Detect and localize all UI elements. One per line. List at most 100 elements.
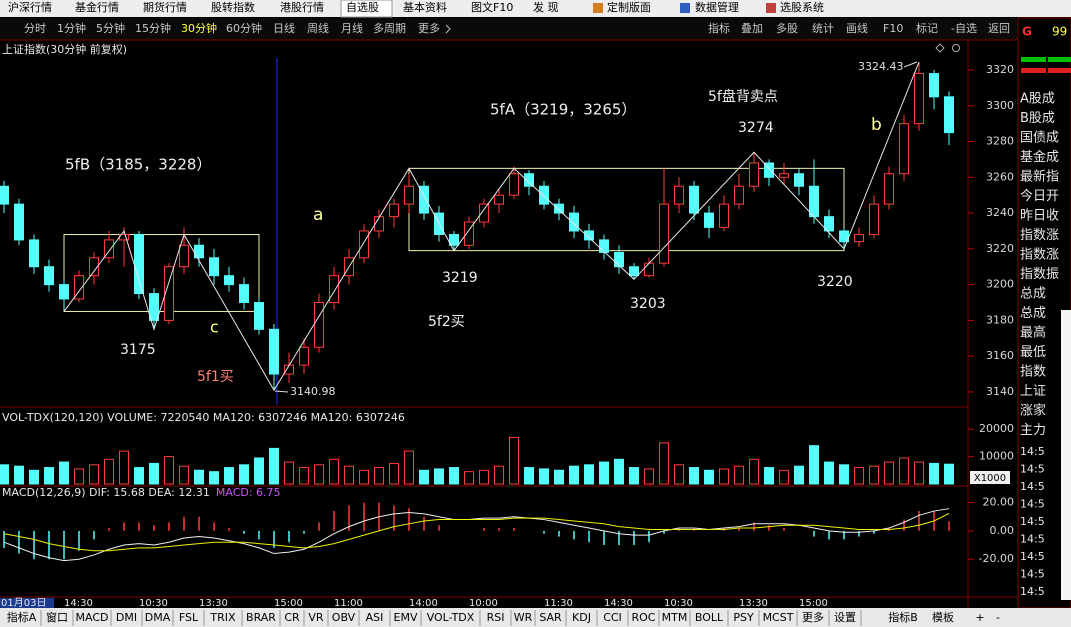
indicator-tab[interactable]: RSI: [487, 611, 505, 624]
candle-body: [494, 194, 504, 205]
menu-item[interactable]: 图文F10: [471, 0, 513, 14]
marker-arrow: [274, 390, 289, 393]
x-tick-label: 10:30: [664, 598, 693, 609]
period-tab[interactable]: 1分钟: [57, 21, 86, 35]
menu-item[interactable]: 自选股: [346, 1, 379, 14]
indicator-tab[interactable]: WR: [514, 611, 533, 624]
period-tab[interactable]: 分时: [24, 22, 46, 35]
y-tick-label: 3320: [986, 63, 1014, 76]
indicator-tab[interactable]: FSL: [179, 611, 199, 624]
menu-item[interactable]: 沪深行情: [8, 0, 52, 14]
volume-bar: [359, 469, 369, 485]
volume-bar: [689, 467, 699, 485]
tool-tab[interactable]: 多股: [776, 21, 798, 35]
indicator-tab[interactable]: MACD: [76, 611, 109, 624]
indicator-tab[interactable]: MCST: [763, 611, 794, 624]
volume-bar: [239, 464, 249, 485]
annotation: 3175: [120, 342, 156, 358]
indicator-tab[interactable]: DMA: [145, 611, 171, 624]
pivot-box: [63, 234, 260, 312]
period-tab[interactable]: 月线: [341, 21, 363, 35]
menu-item[interactable]: 选股系统: [780, 1, 824, 14]
period-tab[interactable]: 周线: [307, 21, 329, 35]
x-tick-label: 14:00: [409, 598, 438, 609]
volume-bar: [899, 457, 909, 485]
indicator-tab[interactable]: MTM: [662, 611, 688, 624]
candle-body: [74, 275, 84, 300]
volume-bar: [419, 469, 429, 485]
volume-bar: [119, 450, 129, 485]
marker-arrow: [903, 61, 918, 68]
tool-tab[interactable]: 叠加: [741, 22, 763, 35]
indicator-tab[interactable]: DMI: [116, 611, 137, 624]
template-tab[interactable]: 指标B: [888, 610, 918, 624]
tool-tab[interactable]: 返回: [988, 22, 1010, 35]
indicator-tab[interactable]: CCI: [603, 611, 622, 624]
indicator-tab[interactable]: 指标A: [7, 610, 37, 624]
template-tab[interactable]: -: [996, 611, 1000, 624]
template-tab[interactable]: 模板: [932, 610, 954, 624]
indicator-tab[interactable]: OBV: [332, 611, 356, 624]
indicator-tab[interactable]: ROC: [632, 611, 656, 624]
indicator-tab[interactable]: BOLL: [695, 611, 724, 624]
stock-code: G: [1022, 25, 1032, 39]
tool-tab[interactable]: 画线: [846, 21, 868, 35]
annotation: b: [871, 115, 882, 135]
indicator-tab[interactable]: TRIX: [209, 611, 236, 624]
period-tab[interactable]: 更多: [418, 21, 440, 35]
indicator-tab[interactable]: 设置: [834, 611, 856, 624]
volume-bar: [569, 465, 579, 485]
indicator-tab[interactable]: SAR: [539, 611, 562, 624]
menu-item[interactable]: 基本资料: [403, 0, 447, 14]
draw-toolbar[interactable]: [1061, 310, 1071, 600]
period-tab[interactable]: 多周期: [373, 21, 406, 35]
quote-label: 最新指: [1020, 169, 1059, 185]
indicator-tab[interactable]: VOL-TDX: [427, 611, 475, 624]
candle-body: [149, 293, 159, 321]
period-tab[interactable]: 60分钟: [226, 21, 262, 35]
template-tab[interactable]: +: [975, 611, 984, 624]
menu-item[interactable]: 股转指数: [211, 0, 255, 14]
indicator-tab[interactable]: EMV: [394, 611, 418, 624]
indicator-tab[interactable]: 更多: [802, 610, 824, 624]
bar: [1021, 57, 1046, 62]
candle-body: [599, 239, 609, 253]
period-tab[interactable]: 5分钟: [96, 21, 125, 35]
quote-label: 总成: [1020, 306, 1046, 321]
tick-time: 14:5: [1020, 585, 1045, 598]
indicator-tab[interactable]: PSY: [733, 611, 754, 624]
period-tab[interactable]: 日线: [273, 21, 295, 35]
menu-item[interactable]: 基金行情: [75, 0, 119, 14]
tool-tab[interactable]: 统计: [812, 22, 834, 35]
volume-bar: [149, 462, 159, 485]
menu-item[interactable]: 港股行情: [280, 1, 324, 14]
indicator-tab[interactable]: BRAR: [246, 611, 276, 624]
quote-label: 指数涨: [1020, 228, 1059, 243]
candle-body: [464, 221, 474, 246]
x-tick-label: 11:00: [334, 598, 363, 609]
indicator-tab[interactable]: 窗口: [46, 610, 68, 624]
zigzag-line: [63, 61, 920, 392]
indicator-tab[interactable]: CR: [284, 611, 300, 624]
menu-item[interactable]: 发 现: [533, 0, 559, 14]
tool-tab[interactable]: -自选: [951, 22, 977, 35]
tool-tab[interactable]: 标记: [916, 21, 938, 35]
period-tab[interactable]: 30分钟: [181, 21, 217, 35]
candle-body: [59, 284, 69, 300]
period-tab[interactable]: 15分钟: [135, 21, 171, 35]
indicator-tab[interactable]: ASI: [366, 611, 384, 624]
tool-tab[interactable]: 指标: [708, 21, 730, 35]
indicator-tab[interactable]: KDJ: [572, 611, 591, 624]
tool-tab[interactable]: F10: [883, 22, 903, 35]
menu-item[interactable]: 数据管理: [695, 0, 739, 14]
panel-header-macd: MACD: 6.75: [216, 486, 281, 499]
y-tick-label: 10000: [979, 450, 1014, 463]
volume-bar: [584, 464, 594, 485]
candle-body: [524, 173, 534, 187]
candle-body: [704, 212, 714, 228]
indicator-tab[interactable]: VR: [308, 611, 324, 624]
menu-item[interactable]: 期货行情: [143, 0, 187, 14]
candle-body: [224, 275, 234, 286]
menu-item[interactable]: 定制版面: [607, 0, 651, 14]
y-tick-label: 3200: [986, 278, 1014, 291]
